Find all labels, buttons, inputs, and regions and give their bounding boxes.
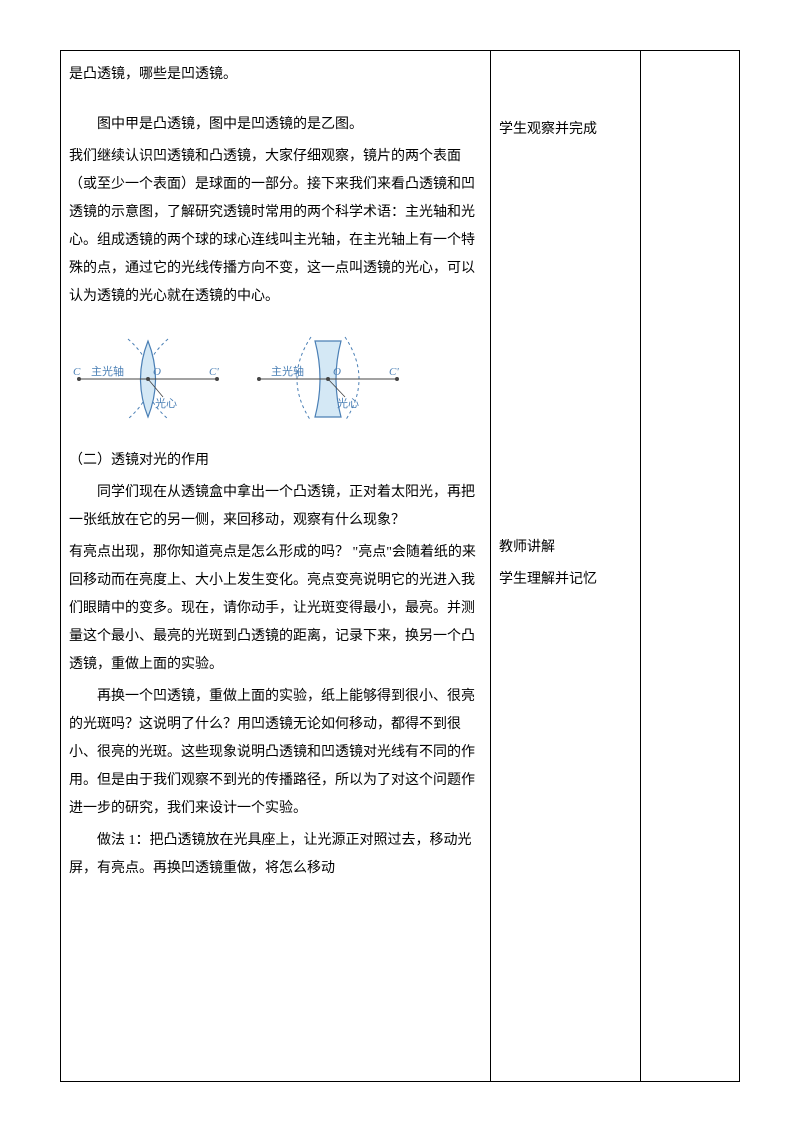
o-label-convex: O (153, 366, 161, 378)
c-left-label: C (73, 366, 81, 378)
main-p1: 是凸透镜，哪些是凹透镜。 (69, 61, 482, 89)
main-p6: 再换一个凹透镜，重做上面的实验，纸上能够得到很小、很亮的光斑吗？这说明了什么？用… (69, 683, 482, 823)
main-p3: 我们继续认识凹透镜和凸透镜，大家仔细观察，镜片的两个表面（或至少一个表面）是球面… (69, 143, 482, 311)
lens-diagrams: C 主光轴 O C' 光心 主光轴 O (73, 329, 482, 429)
main-p4: 同学们现在从透镜盒中拿出一个凸透镜，正对着太阳光，再把一张纸放在它的另一侧，来回… (69, 479, 482, 535)
mid-note-1: 学生观察并完成 (499, 116, 632, 144)
o-label-concave: O (333, 366, 341, 378)
section2-title: （二）透镜对光的作用 (69, 447, 482, 475)
middle-column: 学生观察并完成 教师讲解 学生理解并记忆 (491, 51, 641, 1081)
main-p7: 做法 1：把凸透镜放在光具座上，让光源正对照过去，移动光屏，有亮点。再换凹透镜重… (69, 827, 482, 883)
axis-label-convex: 主光轴 (91, 364, 124, 378)
center-label-concave: 光心 (337, 396, 359, 410)
mid-note-2a: 教师讲解 (499, 534, 632, 562)
main-p5: 有亮点出现，那你知道亮点是怎么形成的吗？ "亮点"会随着纸的来回移动而在亮度上、… (69, 539, 482, 679)
c-right-label: C' (209, 366, 219, 378)
right-column (641, 51, 739, 1081)
mid-note-2b: 学生理解并记忆 (499, 566, 632, 594)
concave-lens-diagram: 主光轴 O C' 光心 (253, 329, 403, 429)
main-p2: 图中甲是凸透镜，图中是凹透镜的是乙图。 (69, 111, 482, 139)
center-label-convex: 光心 (155, 396, 177, 410)
main-column: 是凸透镜，哪些是凹透镜。 图中甲是凸透镜，图中是凹透镜的是乙图。 我们继续认识凹… (61, 51, 491, 1081)
axis-label-concave: 主光轴 (271, 364, 304, 378)
convex-lens-diagram: C 主光轴 O C' 光心 (73, 329, 223, 429)
page-table: 是凸透镜，哪些是凹透镜。 图中甲是凸透镜，图中是凹透镜的是乙图。 我们继续认识凹… (60, 50, 740, 1082)
c-right-label-2: C' (389, 366, 399, 378)
